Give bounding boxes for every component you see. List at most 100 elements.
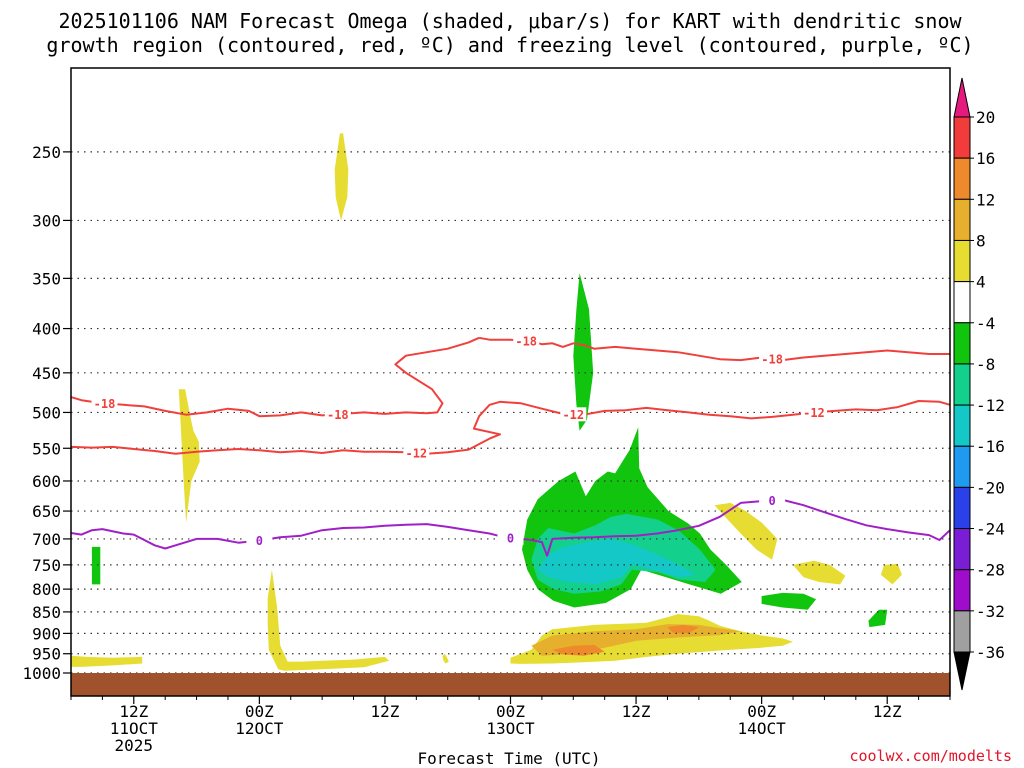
dgz-label-m18-a-bg	[91, 396, 118, 411]
omega-region-11	[880, 563, 902, 585]
y-tick-label-500: 500	[32, 403, 61, 422]
y-tick-label-700: 700	[32, 530, 61, 549]
colorbar-bin-10	[953, 486, 971, 530]
omega-region-4	[442, 653, 449, 664]
colorbar-bin-2	[953, 157, 971, 200]
freezing-label-a-text: 0	[256, 534, 263, 548]
dgz-label-m18-b-text: -18	[327, 408, 349, 422]
x-tick-label-2-1: 12Z	[370, 702, 399, 721]
colorbar: 20 16 12 8 4 -4 -8 -12 -16 -20 -24 -28 -32 -36	[953, 77, 1005, 691]
x-tick-label-5-1: 00Z	[747, 702, 776, 721]
dgz-label-m12-b-text: -12	[562, 408, 584, 422]
x-tick-label-1-1: 00Z	[245, 702, 274, 721]
y-tick-label-850: 850	[32, 603, 61, 622]
freezing-label-c-text: 0	[768, 494, 775, 508]
dgz-label-m12-a-bg	[403, 446, 430, 461]
omega-region-18	[868, 609, 888, 628]
colorbar-bin-7	[953, 363, 971, 406]
omega-region-3	[71, 655, 143, 667]
colorbar-label-1: 16	[976, 149, 995, 168]
x-tick-label-0-2: 11OCT	[110, 719, 159, 738]
omega-region-7	[552, 644, 605, 656]
omega-region-0	[178, 389, 200, 523]
freezing-label-c: 0	[759, 493, 786, 508]
dgz-label-m18-b-bg	[324, 407, 351, 422]
colorbar-label-11: -28	[976, 561, 1005, 580]
omega-region-16	[537, 538, 695, 585]
colorbar-label-4: 4	[976, 273, 986, 292]
y-tick-label-250: 250	[32, 143, 61, 162]
ground-surface	[71, 673, 950, 696]
y-axis-ticks: 250 300 350 400 450 500 550 600 650 700 750 800 850 9…	[22, 143, 71, 683]
credit-text: coolwx.com/modelts	[849, 747, 1012, 765]
omega-region-17	[761, 592, 817, 610]
x-tick-label-5-2: 14OCT	[738, 719, 787, 738]
y-tick-label-800: 800	[32, 580, 61, 599]
y-tick-label-900: 900	[32, 624, 61, 643]
dgz-label-m18-d: -18	[759, 351, 786, 366]
y-tick-label-450: 450	[32, 364, 61, 383]
freezing-label-b-bg	[497, 530, 524, 545]
contour-layer: -18 -18 -18 -18 -12 -12 -12 0 0 0	[70, 334, 951, 557]
colorbar-label-12: -32	[976, 602, 1005, 621]
y-tick-label-550: 550	[32, 439, 61, 458]
freezing-label-b-text: 0	[507, 531, 514, 545]
colorbar-bin-8	[953, 404, 971, 447]
colorbar-label-5: -4	[976, 314, 995, 333]
y-tick-label-750: 750	[32, 556, 61, 575]
dgz-label-m18-a-text: -18	[94, 397, 116, 411]
dgz-label-m18-c-text: -18	[515, 335, 537, 349]
freezing-label-a-bg	[246, 533, 273, 548]
colorbar-label-13: -36	[976, 643, 1005, 662]
omega-region-10	[793, 560, 846, 585]
dgz-label-m12-a: -12	[403, 446, 430, 461]
colorbar-label-9: -20	[976, 478, 1005, 497]
omega-region-12	[91, 546, 101, 585]
x-tick-label-0-1: 12Z	[119, 702, 148, 721]
dgz-label-m12-a-text: -12	[405, 447, 427, 461]
omega-region-9	[714, 502, 778, 560]
colorbar-bin-5	[953, 281, 971, 324]
contour-line-0	[478, 336, 950, 362]
x-tick-label-3-1: 00Z	[496, 702, 525, 721]
dgz-label-m12-b: -12	[560, 407, 587, 422]
colorbar-bottom-arrow	[953, 651, 971, 691]
dgz-label-m12-c: -12	[800, 405, 827, 420]
freezing-label-c-bg	[759, 493, 786, 508]
x-axis-label: Forecast Time (UTC)	[417, 749, 600, 768]
omega-region-2	[267, 569, 390, 671]
colorbar-bin-9	[953, 445, 971, 488]
chart-title-line-1: 2025101106 NAM Forecast Omega (shaded, μ…	[58, 9, 962, 33]
colorbar-bin-6	[953, 322, 971, 365]
x-tick-label-4-1: 12Z	[622, 702, 651, 721]
colorbar-label-2: 12	[976, 190, 995, 209]
x-tick-label-6-1: 12Z	[873, 702, 902, 721]
colorbar-label-3: 8	[976, 231, 986, 250]
colorbar-bin-1	[953, 116, 971, 159]
colorbar-label-6: -8	[976, 355, 995, 374]
freezing-label-a: 0	[246, 533, 273, 548]
contour-line-2	[70, 400, 951, 455]
dgz-label-m18-c-bg	[513, 334, 540, 349]
y-tick-label-300: 300	[32, 211, 61, 230]
dgz-label-m18-c: -18	[513, 334, 540, 349]
y-tick-label-950: 950	[32, 645, 61, 664]
omega-shading-layer	[71, 133, 902, 671]
colorbar-label-10: -24	[976, 520, 1005, 539]
y-tick-label-1000: 1000	[22, 664, 61, 683]
dgz-label-m12-c-text: -12	[803, 406, 825, 420]
colorbar-label-8: -16	[976, 437, 1005, 456]
colorbar-bin-13	[953, 610, 971, 653]
dgz-label-m18-d-bg	[759, 351, 786, 366]
colorbar-bin-3	[953, 198, 971, 241]
freezing-label-b: 0	[497, 530, 524, 545]
x-tick-label-3-2: 13OCT	[486, 719, 535, 738]
dgz-label-m12-c-bg	[800, 405, 827, 420]
colorbar-bin-12	[953, 569, 971, 612]
dgz-label-m18-d-text: -18	[761, 352, 783, 366]
omega-region-13	[573, 273, 594, 431]
y-tick-label-650: 650	[32, 502, 61, 521]
